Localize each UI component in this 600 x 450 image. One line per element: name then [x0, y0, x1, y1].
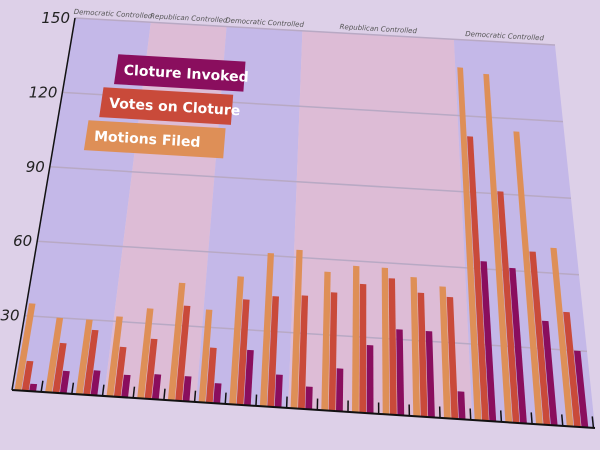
bar-cloture-invoked: [274, 374, 283, 408]
bar-votes-on-cloture: [446, 296, 459, 420]
x-tick: [101, 384, 105, 396]
bar-motions-filed: [352, 265, 360, 413]
bar-motions-filed: [137, 308, 154, 399]
x-axis: [11, 389, 596, 429]
legend-swatch-motions-filed: [83, 120, 226, 159]
bar-cloture-invoked: [542, 320, 558, 426]
bar-motions-filed: [75, 319, 93, 395]
bar-motions-filed: [321, 271, 331, 411]
y-axis: [11, 17, 76, 391]
bar-votes-on-cloture: [267, 296, 279, 408]
bar-cloture-invoked: [182, 376, 192, 402]
bar-votes-on-cloture: [497, 191, 520, 424]
bar-cloture-invoked: [59, 370, 70, 394]
bar-cloture-invoked: [574, 350, 589, 428]
bar-cloture-invoked: [366, 345, 374, 414]
bar-votes-on-cloture: [205, 347, 217, 404]
bar-votes-on-cloture: [298, 295, 309, 410]
x-tick: [163, 388, 166, 400]
bar-motions-filed: [290, 249, 303, 409]
bar-motions-filed: [106, 316, 123, 397]
x-tick: [71, 382, 75, 395]
bar-motions-filed: [45, 317, 64, 393]
legend-label-votes-on-cloture: Votes on Cloture: [109, 96, 241, 120]
legend-swatch-cloture-invoked: [114, 54, 246, 92]
bar-cloture-invoked: [151, 374, 162, 400]
bar-votes-on-cloture: [83, 329, 99, 396]
bar-votes-on-cloture: [328, 292, 338, 412]
bar-votes-on-cloture: [144, 338, 158, 400]
bar-cloture-invoked: [336, 368, 344, 412]
x-tick: [530, 412, 533, 424]
bar-votes-on-cloture: [21, 360, 34, 392]
y-tick-label: 150: [41, 9, 70, 27]
bar-votes-on-cloture: [359, 283, 367, 414]
bar-motions-filed: [14, 303, 36, 391]
legend-label-motions-filed: Motions Filed: [94, 129, 201, 151]
bar-cloture-invoked: [509, 267, 527, 424]
bar-cloture-invoked: [90, 370, 101, 396]
bar-motions-filed: [381, 267, 390, 415]
bar-motions-filed: [550, 247, 574, 427]
bar-cloture-invoked: [213, 383, 222, 404]
bar-cloture-invoked: [480, 261, 497, 422]
x-tick: [40, 380, 44, 393]
bar-votes-on-cloture: [467, 136, 489, 422]
x-tick: [193, 390, 197, 402]
legend: Cloture Invoked Votes on Cloture Motions…: [83, 54, 249, 159]
bar-votes-on-cloture: [417, 292, 428, 418]
x-tick: [255, 394, 258, 406]
legend-swatch-votes-on-cloture: [99, 87, 234, 125]
x-tick: [591, 416, 595, 428]
bar-motions-filed: [410, 277, 421, 417]
bar-cloture-invoked: [244, 349, 254, 406]
bar-motions-filed: [483, 73, 513, 423]
x-tick: [469, 408, 472, 420]
bar-motions-filed: [198, 309, 213, 403]
bar-cloture-invoked: [396, 329, 405, 416]
bar-motions-filed: [439, 286, 451, 419]
bar-motions-filed: [167, 282, 186, 401]
bar-votes-on-cloture: [563, 311, 581, 428]
bar-votes-on-cloture: [529, 251, 551, 426]
x-tick: [132, 386, 136, 398]
legend-label-cloture-invoked: Cloture Invoked: [123, 63, 249, 86]
bar-motions-filed: [229, 276, 244, 405]
bar-cloture-invoked: [121, 374, 131, 398]
x-tick: [224, 392, 227, 404]
bar-votes-on-cloture: [388, 278, 397, 416]
bar-cloture-invoked: [425, 331, 435, 418]
y-tick-label: 30: [1, 307, 20, 325]
gridline: [49, 166, 572, 199]
bar-motions-filed: [457, 67, 482, 421]
bar-votes-on-cloture: [113, 346, 127, 398]
bar-cloture-invoked: [457, 391, 466, 420]
bar-cloture-invoked: [305, 386, 313, 410]
x-tick: [561, 414, 564, 426]
bar-votes-on-cloture: [175, 305, 191, 402]
y-tick-label: 90: [26, 158, 45, 176]
y-tick-label: 120: [29, 83, 58, 101]
bar-cloture-invoked: [29, 383, 38, 392]
x-tick: [499, 410, 503, 422]
bar-votes-on-cloture: [52, 342, 67, 394]
gridline: [37, 240, 580, 276]
bar-motions-filed: [259, 253, 274, 407]
bar-votes-on-cloture: [236, 299, 250, 406]
y-tick-label: 60: [13, 232, 32, 250]
gridline: [74, 17, 556, 46]
bar-motions-filed: [513, 131, 543, 425]
